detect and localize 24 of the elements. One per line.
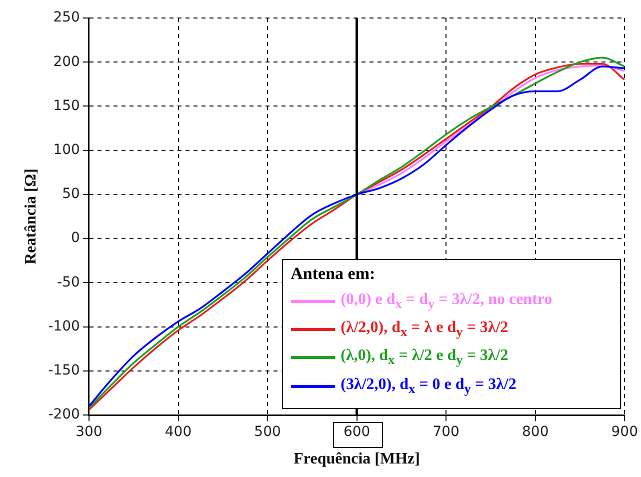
x-tick-label: 600: [343, 424, 370, 440]
x-tick-label: 300: [76, 424, 102, 440]
legend-label: (0,0) e d$_{x}$ = d$_{y}$ = 3λ/2, no centro: [340, 291, 552, 312]
y-tick-label: 0: [71, 230, 80, 246]
x-tick-label: 500: [254, 424, 281, 440]
y-tick-label: -100: [48, 318, 80, 334]
y-tick-label: 200: [53, 54, 80, 70]
x-tick-label: 800: [522, 424, 549, 440]
legend-label: (3λ/2,0), d$_{x}$ = 0 e d$_{y}$ = 3λ/2: [340, 376, 516, 397]
legend-label: (λ/2,0), d$_{x}$ = λ e d$_{y}$ = 3λ/2: [340, 319, 508, 340]
y-tick-label: -150: [48, 362, 80, 379]
y-axis-title: Reatância [Ω]: [22, 168, 40, 264]
legend-title: Antena em:: [290, 264, 376, 284]
y-tick-label: -200: [48, 406, 80, 423]
legend-label: (λ,0), d$_{x}$ = λ/2 e d$_{y}$ = 3λ/2: [340, 347, 508, 369]
y-tick-label: 50: [62, 186, 80, 202]
y-tick-label: 250: [53, 10, 80, 26]
x-tick-label: 900: [611, 424, 638, 440]
y-tick-label: -50: [57, 274, 80, 290]
x-axis-title: Frequência [MHz]: [294, 450, 420, 468]
x-tick-label: 400: [164, 424, 192, 440]
y-tick-label: 150: [53, 98, 80, 114]
x-tick-label: 700: [432, 424, 460, 440]
y-tick-label: 100: [53, 142, 80, 158]
